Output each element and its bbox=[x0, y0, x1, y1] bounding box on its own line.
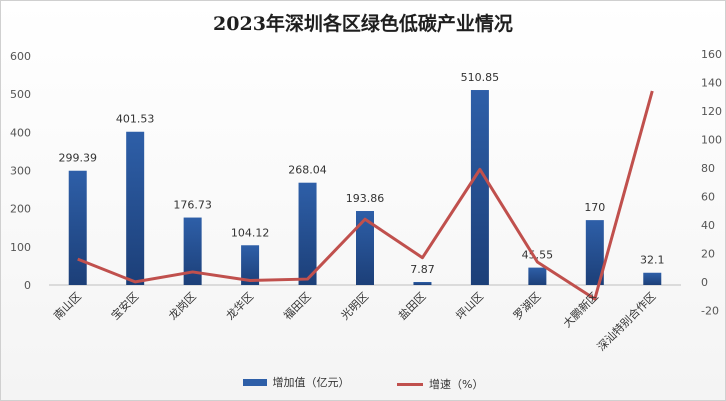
bar-宝安区 bbox=[126, 131, 145, 285]
bar-data-label: 7.87 bbox=[410, 263, 435, 276]
bar-data-label: 268.04 bbox=[288, 164, 327, 177]
category-label: 深汕特别合作区 bbox=[594, 289, 658, 353]
y-left-tick-label: 300 bbox=[10, 165, 31, 178]
legend-line-swatch bbox=[397, 382, 424, 386]
chart-legend: 增加值（亿元） 增速（%） bbox=[1, 374, 725, 392]
y-right-tick-label: 0 bbox=[701, 276, 708, 289]
growth-line bbox=[77, 90, 654, 301]
y-left-tick-label: 400 bbox=[10, 126, 31, 139]
category-label: 罗湖区 bbox=[511, 290, 544, 323]
y-right-tick-label: 160 bbox=[701, 48, 722, 61]
y-right-tick-label: 120 bbox=[701, 105, 722, 118]
y-left-tick-label: 600 bbox=[10, 50, 31, 63]
y-right-tick-label: 20 bbox=[701, 247, 715, 260]
legend-item-line: 增速（%） bbox=[397, 376, 483, 392]
y-right-tick-label: 80 bbox=[701, 162, 715, 175]
legend-item-bar: 增加值（亿元） bbox=[242, 374, 350, 390]
y-left-tick-label: 100 bbox=[10, 241, 31, 254]
y-right-tick-label: 100 bbox=[701, 133, 722, 146]
category-label: 福田区 bbox=[280, 289, 313, 322]
bar-data-label: 170 bbox=[584, 201, 605, 214]
legend-bar-label: 增加值（亿元） bbox=[272, 376, 350, 389]
bar-龙华区 bbox=[241, 245, 260, 285]
bar-data-label: 510.85 bbox=[461, 71, 500, 84]
bar-data-label: 193.86 bbox=[346, 192, 385, 205]
bar-罗湖区 bbox=[528, 267, 547, 285]
bar-data-label: 104.12 bbox=[231, 226, 270, 239]
bar-龙岗区 bbox=[183, 217, 202, 285]
category-label: 南山区 bbox=[51, 290, 84, 323]
category-label: 坪山区 bbox=[454, 290, 487, 323]
bar-南山区 bbox=[68, 170, 87, 285]
y-right-tick-label: 60 bbox=[701, 190, 715, 203]
y-right-tick-label: 140 bbox=[701, 76, 722, 89]
legend-line-label: 增速（%） bbox=[429, 378, 484, 391]
bar-data-label: 401.53 bbox=[116, 113, 155, 126]
bar-福田区 bbox=[298, 182, 317, 285]
bar-data-label: 299.39 bbox=[58, 152, 97, 165]
chart-title: 2023年深圳各区绿色低碳产业情况 bbox=[213, 13, 513, 35]
bar-data-label: 176.73 bbox=[173, 199, 212, 212]
category-label: 龙华区 bbox=[223, 289, 256, 322]
y-left-tick-label: 500 bbox=[10, 88, 31, 101]
bar-大鹏新区 bbox=[585, 220, 604, 285]
category-label: 大鹏新区 bbox=[560, 289, 601, 330]
bar-盐田区 bbox=[413, 281, 432, 285]
category-label: 盐田区 bbox=[396, 290, 429, 323]
category-label: 光明区 bbox=[338, 289, 371, 322]
category-label: 宝安区 bbox=[108, 289, 141, 322]
y-left-tick-label: 200 bbox=[10, 203, 31, 216]
y-right-tick-label: 40 bbox=[701, 219, 715, 232]
bar-光明区 bbox=[356, 211, 374, 285]
category-label: 龙岗区 bbox=[166, 290, 199, 323]
legend-bar-swatch bbox=[242, 378, 267, 386]
y-left-tick-label: 0 bbox=[24, 279, 31, 292]
bar-坪山区 bbox=[470, 90, 489, 286]
y-right-tick-label: -20 bbox=[701, 304, 719, 317]
bar-data-label: 32.1 bbox=[640, 254, 665, 267]
chart-svg: 0 100 200 300 400 500 600 -20 0 20 40 60 80 100 120 140… bbox=[10, 48, 722, 354]
bar-深汕特别合作区 bbox=[643, 272, 662, 285]
